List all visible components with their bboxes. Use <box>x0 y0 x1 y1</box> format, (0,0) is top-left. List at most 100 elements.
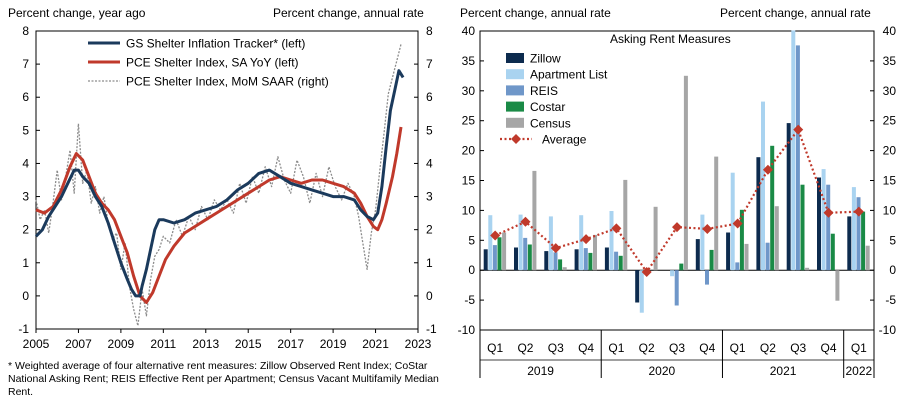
apartment-list-bar <box>670 270 675 277</box>
census-bar <box>623 179 628 271</box>
left-chart-left-axis-label: Percent change, year ago <box>8 6 146 20</box>
reis-bar <box>765 242 770 271</box>
reis-bar <box>553 252 558 271</box>
y2-tick-label: 1 <box>426 256 433 270</box>
y-tick-label: 8 <box>22 24 29 38</box>
gs-tracker-line <box>34 69 405 298</box>
apartment-list-bar <box>488 215 493 271</box>
legend-label: Census <box>530 116 571 130</box>
costar-bar <box>800 184 805 271</box>
census-bar <box>774 206 779 271</box>
plot-frame <box>35 30 419 330</box>
x-tick-label: 2013 <box>192 337 219 351</box>
y2-tick-label: 0 <box>889 263 896 277</box>
x-tick-label: Q3 <box>790 341 806 355</box>
y2-tick-label: 30 <box>883 84 897 98</box>
x-tick-label: 2007 <box>65 337 92 351</box>
reis-bar <box>795 45 800 271</box>
x-tick-label: 2023 <box>405 337 432 351</box>
apartment-list-bar <box>821 169 826 271</box>
year-group-label: 2022 <box>845 364 872 378</box>
average-marker <box>581 234 592 245</box>
zillow-bar <box>604 247 609 271</box>
apartment-list-bar <box>548 216 553 271</box>
legend-swatch <box>506 85 524 96</box>
costar-bar <box>830 233 835 271</box>
y2-tick-label: 25 <box>883 114 897 128</box>
x-tick-label: Q2 <box>639 341 655 355</box>
average-marker <box>611 223 622 234</box>
apartment-list-bar <box>730 172 735 271</box>
reis-bar <box>826 184 831 271</box>
costar-bar <box>679 263 684 271</box>
x-tick-label: 2011 <box>150 337 176 351</box>
average-marker <box>641 266 652 277</box>
costar-bar <box>709 249 714 271</box>
y2-tick-label: -1 <box>426 322 437 336</box>
y-tick-label: 0 <box>22 289 29 303</box>
legend-label: PCE Shelter Index, MoM SAAR (right) <box>126 75 329 89</box>
y-tick-label: 2 <box>22 223 29 237</box>
y-tick-label: -10 <box>458 323 476 337</box>
reis-bar <box>523 237 528 271</box>
apartment-list-bar <box>851 187 856 271</box>
zillow-bar <box>786 123 791 271</box>
x-tick-label: Q4 <box>821 341 837 355</box>
y2-tick-label: 35 <box>883 54 897 68</box>
footnote: * Weighted average of four alternative r… <box>8 360 439 398</box>
reis-bar <box>735 262 740 271</box>
x-tick-label: Q3 <box>548 341 564 355</box>
y-tick-label: 4 <box>22 156 29 170</box>
year-group-label: 2021 <box>770 364 797 378</box>
legend-swatch <box>506 69 524 80</box>
y-tick-label: 30 <box>462 84 476 98</box>
year-group-label: 2020 <box>648 364 675 378</box>
census-bar <box>714 156 719 271</box>
census-bar <box>805 267 810 271</box>
census-bar <box>593 234 597 271</box>
y2-tick-label: 40 <box>883 24 897 38</box>
y2-tick-label: 4 <box>426 156 433 170</box>
y2-tick-label: -10 <box>879 323 897 337</box>
reis-bar <box>614 251 619 271</box>
apartment-list-bar <box>700 214 705 271</box>
shelter-inflation-line-chart: -1 0 1 2 3 4 5 6 7 8 -1 0 1 2 3 4 5 6 7 8 2005 2007 2009 2011 20… <box>18 24 437 351</box>
reis-bar <box>674 270 679 306</box>
x-tick-label: 2009 <box>108 337 135 351</box>
x-tick-label: 2019 <box>320 337 347 351</box>
x-tick-label: 2005 <box>23 337 50 351</box>
reis-bar <box>856 197 861 271</box>
average-marker <box>702 223 713 234</box>
costar-bar <box>739 209 744 271</box>
legend-label: Costar <box>530 100 565 114</box>
legend-swatch <box>506 117 524 128</box>
y-tick-label: 5 <box>22 123 29 137</box>
y2-tick-label: 2 <box>426 223 433 237</box>
reis-bar <box>583 248 588 271</box>
left-chart-right-axis-label: Percent change, annual rate <box>273 6 424 20</box>
x-tick-label: Q2 <box>760 341 776 355</box>
zillow-bar <box>635 270 640 303</box>
costar-bar <box>770 145 775 271</box>
zillow-bar <box>695 239 700 271</box>
census-bar <box>744 243 749 271</box>
average-marker <box>672 222 682 233</box>
right-chart-right-axis-label: Percent change, annual rate <box>720 6 871 20</box>
census-bar <box>865 245 870 271</box>
x-tick-label: Q4 <box>578 341 594 355</box>
y2-tick-label: 15 <box>883 174 897 188</box>
y2-tick-label: 5 <box>426 123 433 137</box>
legend-label: Zillow <box>530 52 561 66</box>
y-tick-label: 5 <box>468 233 475 247</box>
zillow-bar <box>574 249 579 271</box>
legend-label: GS Shelter Inflation Tracker* (left) <box>126 37 305 51</box>
y-tick-label: 1 <box>22 256 29 270</box>
apartment-list-bar <box>579 215 584 271</box>
year-group-label: 2019 <box>527 364 554 378</box>
census-bar <box>683 75 688 271</box>
average-marker <box>520 216 531 227</box>
zillow-bar <box>544 251 549 271</box>
costar-bar <box>497 237 502 271</box>
x-tick-label: Q2 <box>517 341 533 355</box>
